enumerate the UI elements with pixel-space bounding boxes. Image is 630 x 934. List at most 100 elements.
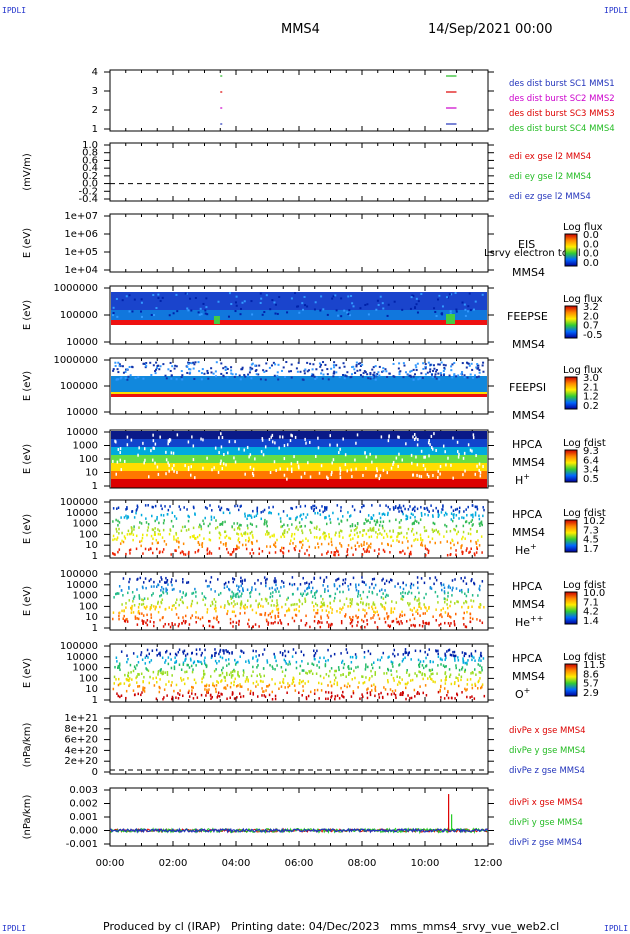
feepsi-pixel bbox=[315, 376, 318, 379]
hpca_o-pixel bbox=[141, 691, 143, 694]
feepsi-pixel bbox=[225, 372, 228, 375]
hpca_o-pixel bbox=[237, 674, 239, 677]
hpca_he2-pixel bbox=[387, 624, 390, 627]
hpca_he1-pixel bbox=[457, 541, 459, 545]
hpca_he1-pixel bbox=[461, 550, 463, 554]
hpca_he1-pixel bbox=[294, 518, 297, 522]
hpca_he1-pixel bbox=[200, 525, 202, 528]
feepsi-pixel bbox=[343, 365, 346, 368]
hpca_h-pixel bbox=[220, 445, 223, 449]
hpca_o-pixel bbox=[265, 689, 267, 692]
feepsi-pixel bbox=[381, 370, 384, 373]
hpca_o-pixel bbox=[373, 683, 375, 686]
hpca_o-pixel bbox=[327, 684, 329, 687]
hpca_he2-pixel bbox=[465, 594, 468, 598]
hpca_o-pixel bbox=[271, 690, 274, 694]
hpca_o-pixel bbox=[187, 691, 190, 695]
hpca_h-band bbox=[111, 455, 487, 464]
hpca_he1-pixel bbox=[194, 551, 197, 554]
hpca_o-pixel bbox=[114, 665, 116, 669]
hpca_he2-pixel bbox=[373, 610, 375, 613]
hpca_he2-pixel bbox=[316, 604, 319, 607]
feepsi-pixel bbox=[290, 370, 293, 373]
hpca_h-pixel bbox=[194, 476, 196, 480]
hpca_he1-pixel bbox=[182, 550, 184, 554]
hpca_he2-pixel bbox=[236, 584, 238, 588]
hpca_he2-pixel bbox=[153, 621, 155, 624]
hpca_o-pixel bbox=[228, 651, 231, 655]
hpca_he1-pixel bbox=[208, 552, 211, 555]
divpi-z-series bbox=[109, 827, 489, 834]
hpca_he1-pixel bbox=[326, 552, 328, 555]
divpi-ytick: 0.003 bbox=[69, 785, 98, 796]
hpca_h-pixel bbox=[428, 454, 430, 458]
hpca_he1-pixel bbox=[302, 539, 304, 543]
hpca_h-pixel bbox=[376, 469, 378, 473]
hpca_he2-pixel bbox=[310, 581, 313, 584]
hpca_he2-pixel bbox=[254, 623, 257, 626]
hpca_he2-pixel bbox=[260, 582, 262, 585]
hpca_h-pixel bbox=[415, 436, 417, 440]
hpca_he2-pixel bbox=[373, 586, 375, 590]
hpca_o-pixel bbox=[299, 664, 302, 668]
hpca_he1-pixel bbox=[431, 537, 434, 540]
hpca_he2-pixel bbox=[142, 586, 144, 590]
hpca_he2-ion-label: He++ bbox=[515, 614, 543, 629]
hpca_he1-pixel bbox=[421, 544, 424, 547]
hpca_he2-pixel bbox=[291, 576, 294, 579]
hpca_o-pixel bbox=[284, 654, 287, 658]
hpca_he2-pixel bbox=[372, 601, 375, 604]
hpca_he1-pixel bbox=[334, 551, 337, 554]
hpca_h-pixel bbox=[339, 472, 341, 476]
hpca_he1-pixel bbox=[340, 506, 342, 509]
hpca_he1-pixel bbox=[451, 539, 454, 543]
hpca_o-pixel bbox=[140, 651, 143, 654]
hpca_o-pixel bbox=[466, 683, 469, 686]
hpca_o-pixel bbox=[472, 671, 474, 675]
feepsi-pixel bbox=[376, 373, 379, 376]
hpca_he1-pixel bbox=[293, 532, 296, 536]
hpca_he2-pixel bbox=[129, 577, 131, 581]
feepse-pixel bbox=[326, 313, 329, 316]
hpca_o-ytick: 1000 bbox=[73, 663, 98, 674]
hpca_he1-pixel bbox=[474, 513, 477, 517]
feepsi-pixel bbox=[465, 366, 468, 369]
hpca_he1-pixel bbox=[327, 550, 329, 553]
hpca_he1-pixel bbox=[248, 538, 251, 542]
feepsi-pixel bbox=[304, 368, 307, 371]
hpca_he1-pixel bbox=[227, 551, 230, 554]
hpca_o-pixel bbox=[334, 695, 337, 698]
hpca_he1-pixel bbox=[362, 547, 365, 551]
feepsi-pixel bbox=[408, 374, 411, 377]
feepsi-pixel bbox=[431, 376, 434, 379]
hpca_he2-pixel bbox=[356, 602, 358, 606]
hpca_o-pixel bbox=[151, 649, 154, 652]
feepse-pixel bbox=[409, 307, 412, 310]
hpca_he1-pixel bbox=[132, 533, 135, 536]
hpca_o-pixel bbox=[358, 681, 360, 684]
hpca_h-pixel bbox=[281, 435, 284, 439]
hpca_he2-pixel bbox=[219, 591, 222, 595]
hpca_o-pixel bbox=[245, 678, 248, 681]
hpca_he1-pixel bbox=[359, 531, 361, 534]
hpca_he1-pixel bbox=[471, 518, 474, 522]
hpca_he2-pixel bbox=[479, 584, 481, 588]
divpi-frame bbox=[109, 787, 489, 847]
feepsi-pixel bbox=[145, 365, 148, 368]
hpca_he2-pixel bbox=[182, 619, 185, 623]
hpca_o-pixel bbox=[398, 663, 401, 666]
hpca_h-pixel bbox=[119, 451, 121, 455]
hpca_he2-pixel bbox=[149, 606, 152, 609]
feepsi-pixel bbox=[180, 370, 183, 373]
hpca_o-pixel bbox=[378, 696, 381, 699]
feepsi-pixel bbox=[335, 364, 338, 367]
hpca_h-pixel bbox=[279, 435, 281, 439]
hpca_he2-pixel bbox=[269, 595, 271, 599]
hpca_o-pixel bbox=[447, 649, 450, 652]
feepse-inst-label: FEEPSE bbox=[507, 310, 548, 323]
hpca_he1-pixel bbox=[270, 511, 272, 515]
hpca_he2-pixel bbox=[204, 596, 207, 600]
hpca_he2-pixel bbox=[413, 597, 416, 601]
hpca_he2-pixel bbox=[213, 616, 215, 620]
hpca_h-pixel bbox=[249, 465, 252, 469]
